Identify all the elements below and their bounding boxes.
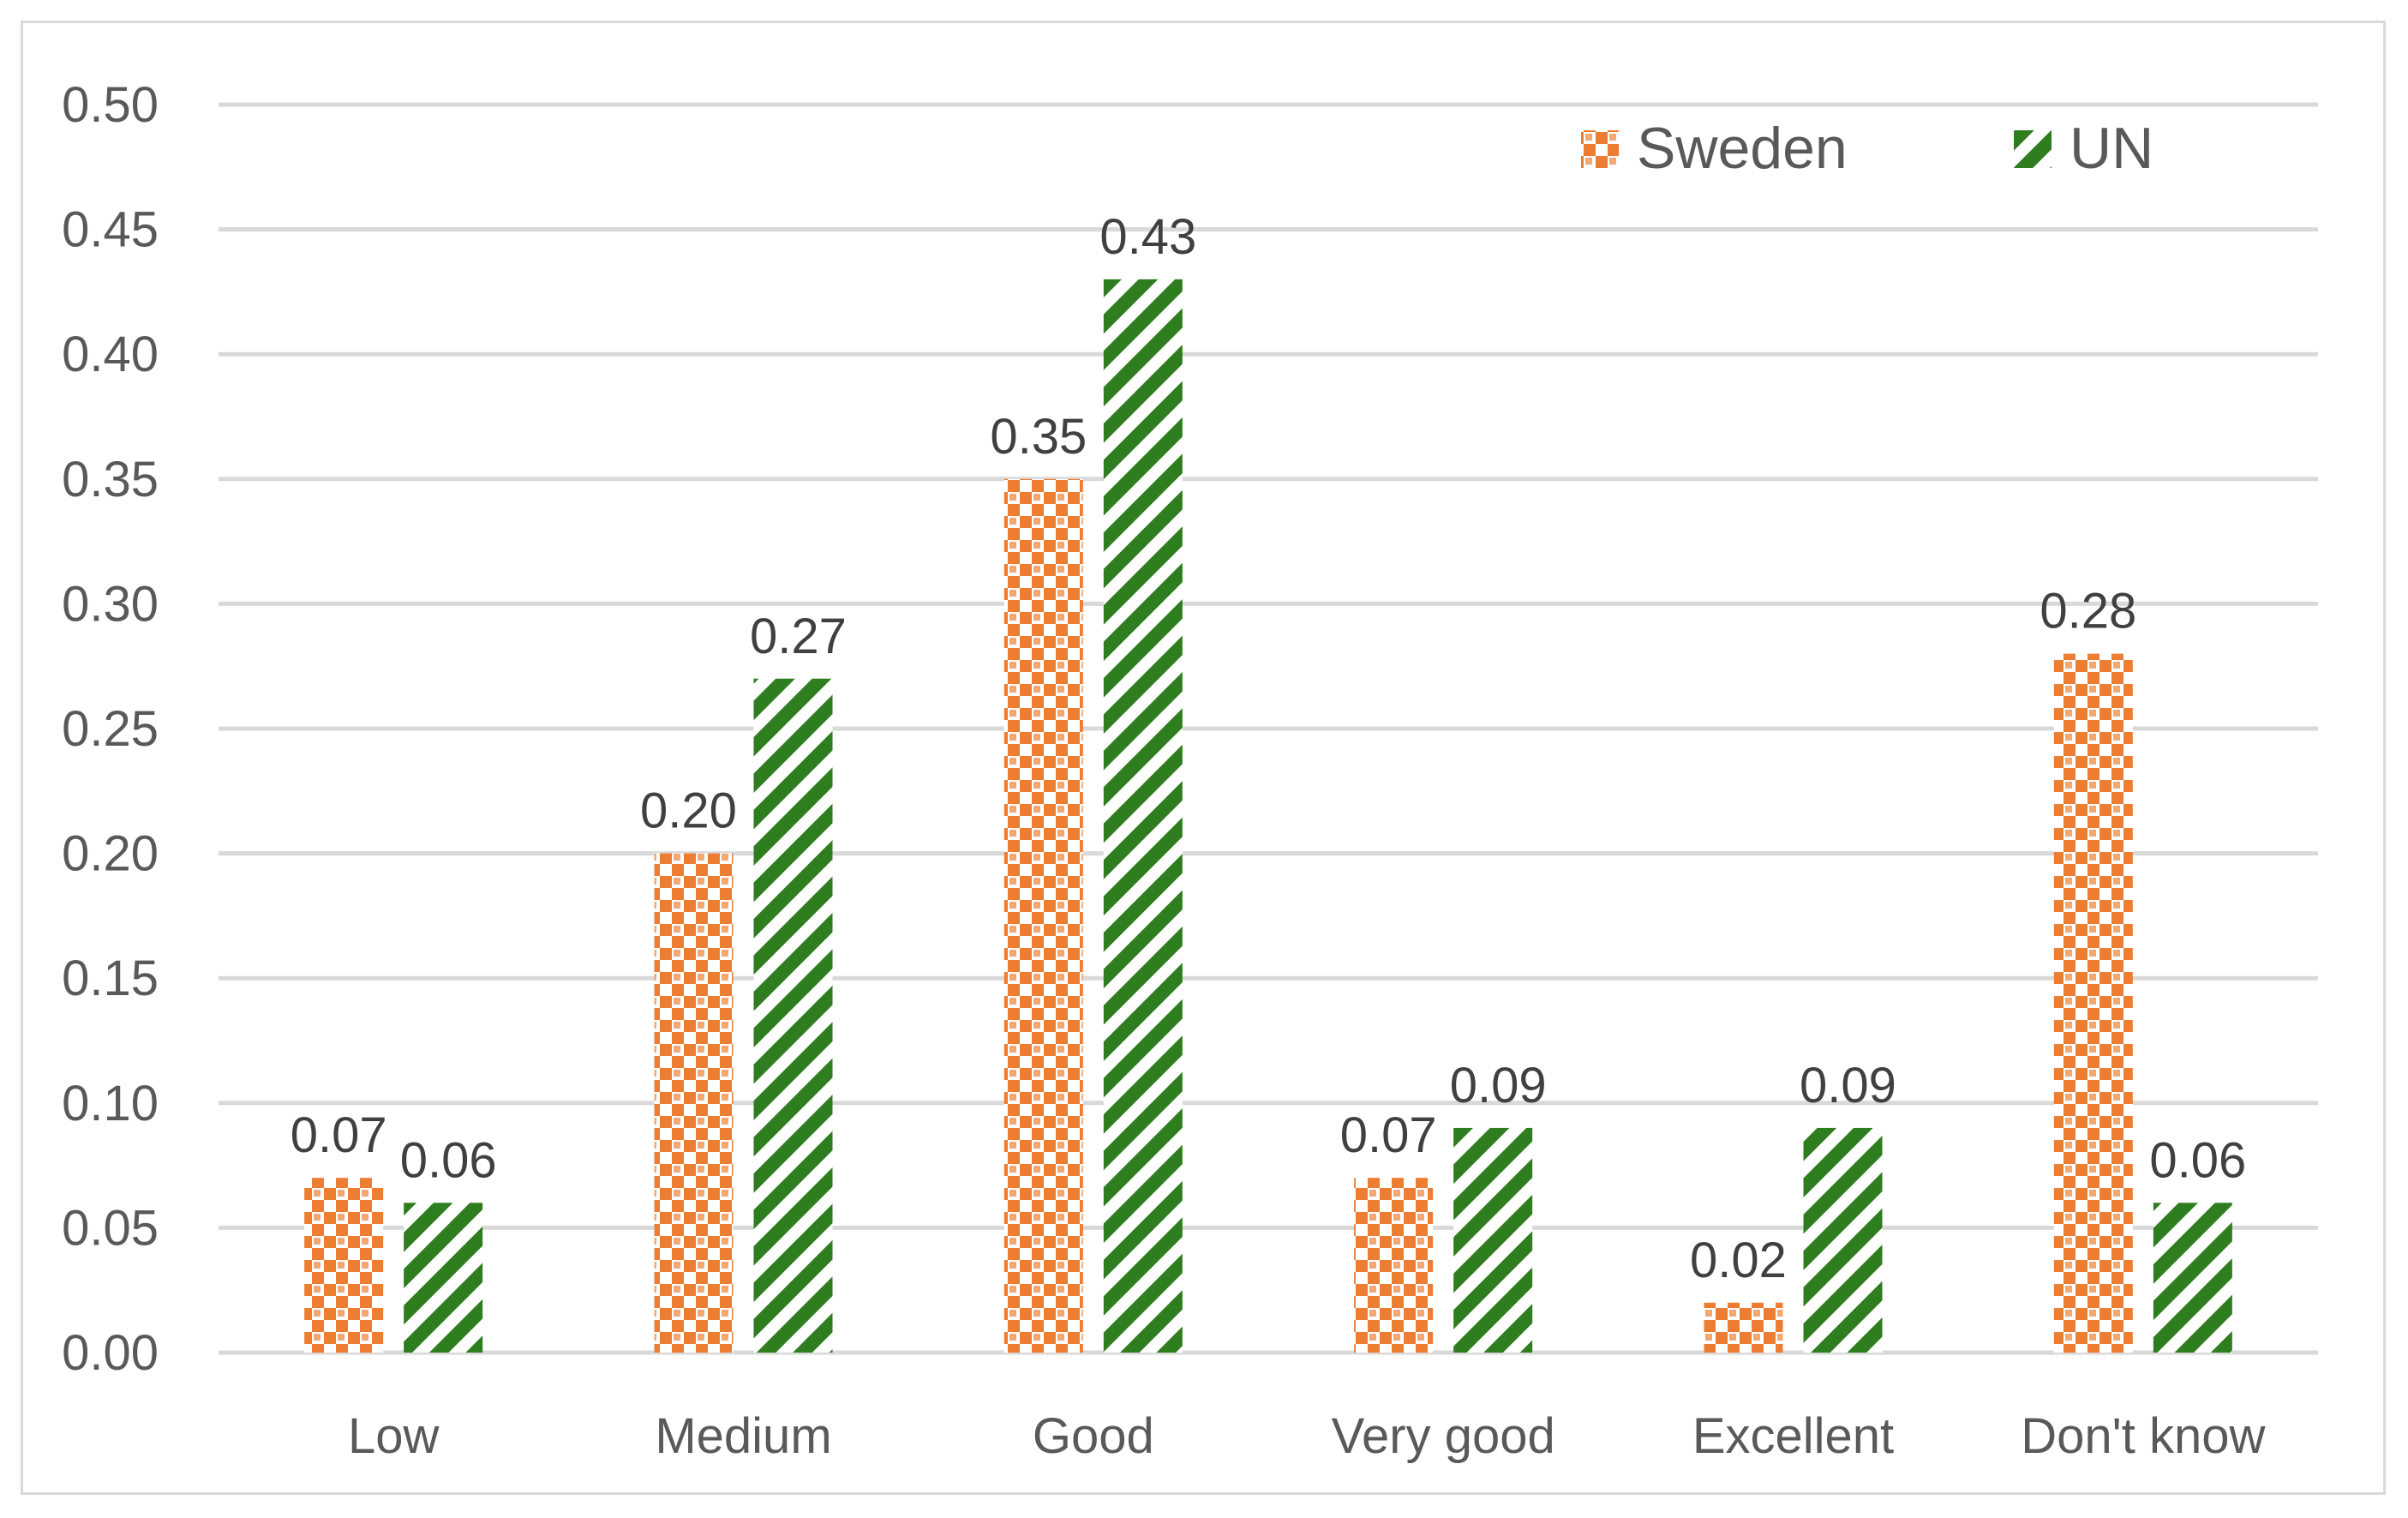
y-tick-label: 0.15 xyxy=(62,951,159,1006)
y-tick-label: 0.45 xyxy=(62,202,159,258)
y-tick-label: 0.25 xyxy=(62,701,159,757)
y-axis-ticks: 0.00 0.05 0.10 0.15 0.20 0.25 0.30 0.35 0.40 0.45… xyxy=(62,77,159,1381)
data-label: 0.06 xyxy=(2149,1132,2246,1188)
x-tick-label: Don't know xyxy=(2021,1408,2266,1464)
data-labels: 0.07 0.060.200.270.350.430.070.090.020.09… xyxy=(291,209,2247,1288)
legend-label-un: UN xyxy=(2070,116,2153,181)
bar-sweden-very-good xyxy=(1354,1178,1434,1353)
y-tick-label: 0.30 xyxy=(62,576,159,632)
data-label: 0.43 xyxy=(1099,209,1196,265)
x-tick-label: Low xyxy=(348,1408,440,1464)
legend-swatch-sweden xyxy=(1581,130,1619,168)
y-tick-label: 0.50 xyxy=(62,77,159,133)
bars xyxy=(304,279,2232,1353)
x-tick-label: Excellent xyxy=(1692,1408,1894,1464)
x-axis-ticks: Low Medium Good Very good Excellent Don't kno… xyxy=(348,1408,2267,1464)
gridlines xyxy=(219,102,2318,1355)
legend: Sweden UN xyxy=(1581,116,2153,181)
bar-sweden-low xyxy=(304,1178,384,1353)
bar-sweden-medium xyxy=(654,853,734,1353)
data-label: 0.06 xyxy=(400,1132,497,1188)
data-label: 0.02 xyxy=(1690,1233,1787,1288)
data-label: 0.09 xyxy=(1450,1058,1547,1113)
bar-un-excellent xyxy=(1803,1127,1883,1353)
y-tick-label: 0.40 xyxy=(62,327,159,382)
legend-swatch-un xyxy=(2014,130,2052,168)
x-tick-label: Medium xyxy=(655,1408,831,1464)
x-tick-label: Very good xyxy=(1332,1408,1555,1464)
y-tick-label: 0.35 xyxy=(62,452,159,507)
y-tick-label: 0.00 xyxy=(62,1325,159,1381)
bar-un-don-t-know xyxy=(2153,1203,2232,1353)
data-label: 0.35 xyxy=(990,409,1087,465)
bar-un-low xyxy=(404,1203,483,1353)
y-tick-label: 0.05 xyxy=(62,1200,159,1256)
bar-un-medium xyxy=(753,678,833,1353)
bar-sweden-good xyxy=(1003,478,1083,1353)
x-tick-label: Good xyxy=(1033,1408,1154,1464)
bar-sweden-don-t-know xyxy=(2053,653,2133,1353)
bar-sweden-excellent xyxy=(1704,1302,1783,1353)
y-tick-label: 0.10 xyxy=(62,1076,159,1131)
data-label: 0.09 xyxy=(1800,1058,1896,1113)
y-tick-label: 0.20 xyxy=(62,826,159,882)
data-label: 0.07 xyxy=(291,1107,387,1163)
data-label: 0.27 xyxy=(750,609,847,664)
data-label: 0.20 xyxy=(640,783,737,839)
data-label: 0.28 xyxy=(2040,584,2136,639)
data-label: 0.07 xyxy=(1340,1107,1437,1163)
bar-un-very-good xyxy=(1453,1127,1533,1353)
legend-label-sweden: Sweden xyxy=(1637,116,1848,181)
bar-un-good xyxy=(1103,279,1183,1353)
